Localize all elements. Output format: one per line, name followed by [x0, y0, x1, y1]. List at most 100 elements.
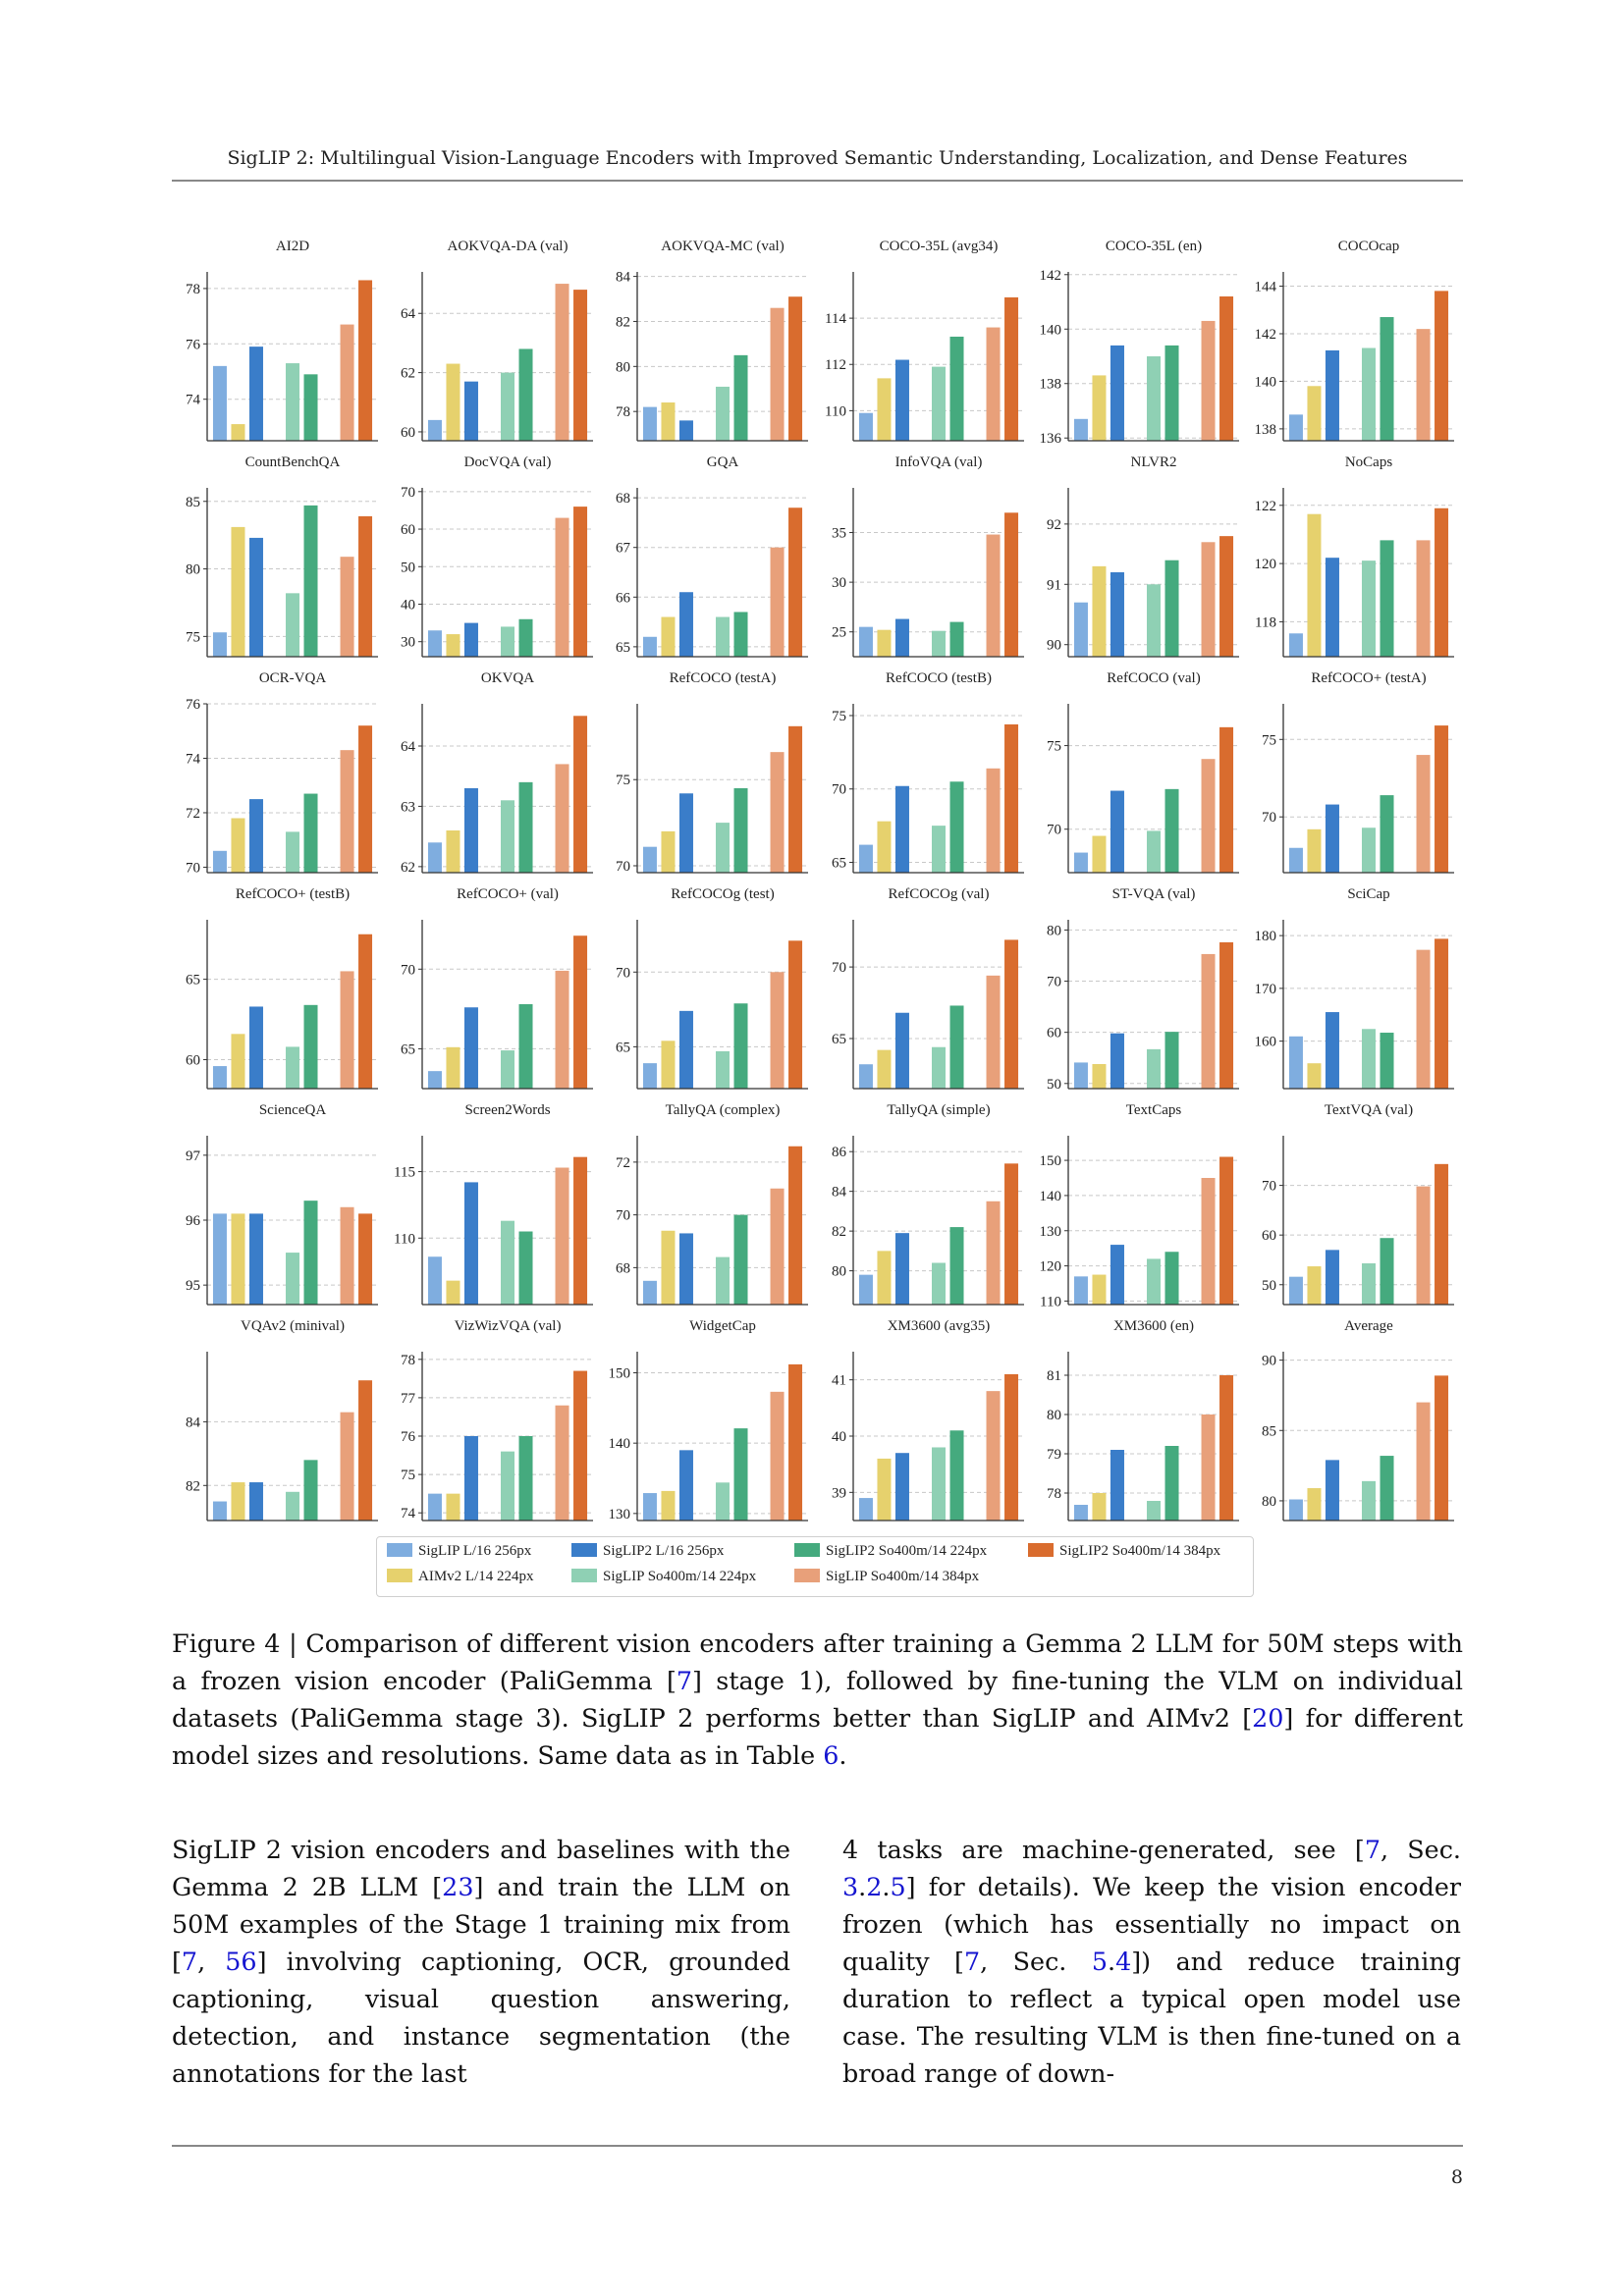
y-tick-label: 65	[401, 1041, 415, 1057]
bar	[573, 716, 588, 873]
y-tick-label: 80	[186, 562, 200, 578]
bar	[1362, 1029, 1376, 1089]
bar	[986, 1201, 1001, 1305]
chart-panel: AI2D 74 76 78	[172, 231, 388, 447]
citation-link[interactable]: 7	[181, 1947, 198, 1976]
chart-panel: TallyQA (simple) 80 82 84 86	[818, 1095, 1034, 1310]
citation-link[interactable]: 2	[866, 1872, 883, 1901]
citation-link[interactable]: 23	[442, 1872, 474, 1901]
citation-link[interactable]: 5	[1091, 1947, 1109, 1976]
bar	[894, 1233, 909, 1305]
legend-swatch	[571, 1569, 597, 1582]
bar	[931, 366, 946, 441]
bar	[1288, 847, 1303, 873]
bar	[1092, 1493, 1107, 1521]
bar	[949, 1430, 964, 1521]
legend-label: SigLIP So400m/14 224px	[603, 1569, 757, 1584]
citation-link[interactable]: 3	[842, 1872, 859, 1901]
bar	[986, 327, 1001, 441]
bar-chart: COCO-35L (avg34) 110 112 114	[825, 239, 1024, 442]
y-tick-label: 110	[1040, 1294, 1061, 1309]
bar	[877, 821, 892, 873]
table-reference-link[interactable]: 6	[823, 1740, 839, 1770]
bar	[661, 1490, 676, 1521]
y-tick-label: 136	[1039, 431, 1061, 447]
chart-title: NLVR2	[1130, 454, 1176, 470]
bar	[1288, 1276, 1303, 1305]
bar	[501, 800, 515, 873]
chart-title: InfoVQA (val)	[894, 454, 982, 470]
chart-title: TallyQA (simple)	[887, 1102, 990, 1118]
y-tick-label: 138	[1255, 422, 1277, 438]
y-tick-label: 67	[616, 541, 631, 557]
bar	[1416, 1402, 1431, 1521]
bar	[716, 1256, 731, 1305]
bar	[1218, 726, 1233, 873]
bar	[1435, 507, 1449, 657]
bar	[894, 1453, 909, 1521]
bar	[858, 1498, 873, 1521]
bar	[1110, 790, 1124, 873]
y-tick-label: 84	[832, 1185, 847, 1201]
bar	[733, 1003, 748, 1089]
bar	[770, 1391, 785, 1521]
bar	[1003, 1163, 1018, 1305]
bar	[931, 1046, 946, 1089]
bar	[877, 1458, 892, 1521]
bar	[428, 1071, 443, 1089]
bar	[643, 1280, 658, 1305]
bar	[1003, 296, 1018, 441]
citation-link[interactable]: 20	[1252, 1703, 1284, 1733]
bar	[877, 629, 892, 657]
bar	[518, 1231, 533, 1305]
y-tick-label: 60	[401, 522, 415, 538]
y-tick-label: 115	[394, 1165, 415, 1181]
citation-link[interactable]: 56	[225, 1947, 257, 1976]
bar	[858, 1064, 873, 1089]
bar	[770, 752, 785, 873]
y-tick-label: 80	[1047, 923, 1061, 938]
bar	[986, 975, 1001, 1089]
chart-title: RefCOCO+ (testB)	[236, 886, 350, 902]
bar	[303, 374, 318, 441]
chart-panel: TallyQA (complex) 68 70 72	[602, 1095, 818, 1310]
chart-panel: DocVQA (val) 30 40 50 60 70	[387, 447, 603, 663]
bar	[770, 547, 785, 657]
bar	[501, 372, 515, 441]
bar	[248, 1006, 263, 1089]
citation-link[interactable]: 7	[963, 1947, 981, 1976]
bar	[1164, 788, 1179, 873]
bar-chart: Screen2Words 110 115	[394, 1102, 594, 1306]
bar	[340, 1412, 354, 1521]
citation-link[interactable]: 5	[890, 1872, 906, 1901]
y-tick-label: 112	[825, 357, 846, 373]
chart-panel: TextVQA (val) 50 60 70	[1248, 1095, 1464, 1310]
bar	[1325, 1250, 1339, 1305]
bar	[716, 616, 731, 657]
y-tick-label: 90	[1047, 638, 1061, 654]
y-tick-label: 75	[186, 629, 200, 645]
bar	[1092, 375, 1107, 441]
citation-link[interactable]: 7	[676, 1666, 693, 1695]
legend-label: SigLIP So400m/14 384px	[826, 1569, 980, 1584]
bar	[1092, 1274, 1107, 1305]
bar	[1110, 572, 1124, 657]
bar-chart: RefCOCO+ (val) 65 70	[401, 886, 594, 1090]
chart-title: AOKVQA-DA (val)	[448, 239, 568, 254]
y-tick-label: 40	[832, 1429, 846, 1445]
y-tick-label: 62	[401, 860, 415, 876]
y-tick-label: 75	[401, 1468, 415, 1483]
chart-title: RefCOCO+ (val)	[457, 886, 559, 902]
bar	[949, 1005, 964, 1089]
citation-link[interactable]: 4	[1115, 1947, 1132, 1976]
bar	[464, 1436, 479, 1521]
y-tick-label: 50	[1047, 1077, 1061, 1093]
bar	[1146, 356, 1161, 441]
y-tick-label: 65	[186, 973, 200, 988]
y-tick-label: 92	[1047, 517, 1061, 533]
citation-link[interactable]: 7	[1364, 1835, 1380, 1864]
bar	[231, 1482, 245, 1521]
y-tick-label: 77	[401, 1391, 416, 1407]
bar	[231, 1213, 245, 1305]
bar	[679, 1010, 694, 1089]
